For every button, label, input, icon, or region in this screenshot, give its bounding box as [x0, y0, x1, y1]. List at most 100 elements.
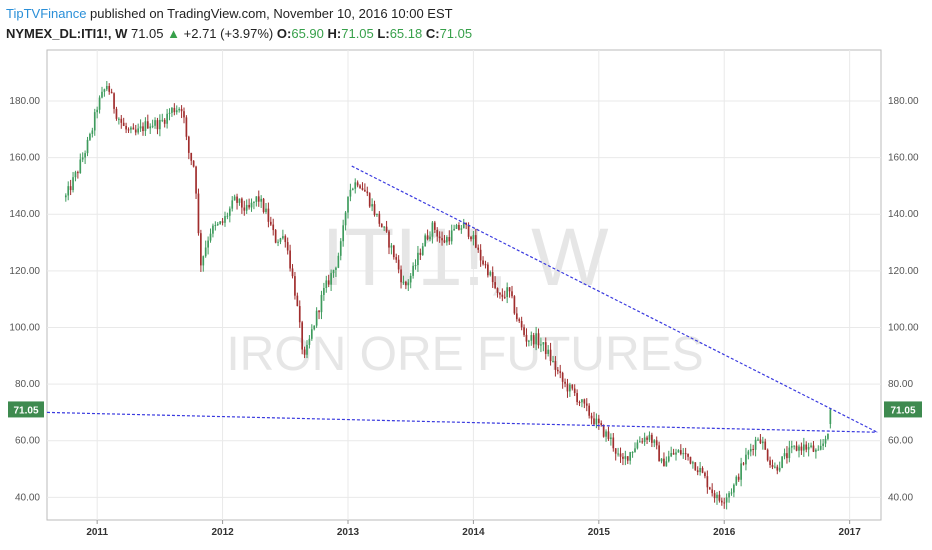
right-price-tag	[884, 401, 922, 418]
last-price: 71.05	[130, 26, 164, 41]
publisher-name[interactable]: TipTVFinance	[6, 6, 87, 21]
candle-body	[142, 126, 144, 132]
candle-body	[161, 119, 164, 121]
candle-body	[602, 424, 605, 437]
candle-body	[605, 431, 607, 437]
candle-body	[537, 333, 540, 346]
candle-body	[774, 466, 776, 468]
candle-body	[571, 384, 574, 389]
candle-body	[790, 446, 793, 448]
candle-body	[663, 458, 665, 467]
candle-body	[233, 196, 236, 201]
candle-body	[397, 259, 400, 270]
candle-body	[805, 444, 808, 450]
candle-body	[385, 226, 388, 232]
candle-body	[786, 453, 788, 459]
candle-body	[535, 333, 537, 345]
candle-body	[134, 129, 137, 133]
candle-body	[183, 111, 185, 118]
candle-body	[549, 349, 552, 362]
low-label: L:	[377, 26, 390, 41]
candle-body	[470, 236, 472, 240]
candle-body	[552, 361, 554, 363]
price-tags: 71.05 71.05	[8, 401, 922, 418]
candle-body	[540, 344, 542, 346]
candle-body	[159, 119, 161, 130]
candle-body	[175, 110, 178, 113]
x-tick-label: 2015	[588, 527, 611, 538]
candle-body	[764, 441, 767, 450]
candle-body	[395, 257, 398, 260]
candle-body	[318, 310, 320, 313]
symbol-label: NYMEX_DL:ITI1!, W	[6, 26, 128, 41]
candle-body	[578, 402, 581, 404]
candle-body	[544, 342, 547, 354]
candle-body	[648, 434, 651, 440]
candle-body	[583, 399, 586, 404]
candle-body	[120, 118, 123, 123]
candle-body	[761, 441, 764, 444]
grid	[47, 50, 881, 520]
candle-body	[154, 120, 156, 126]
candle-body	[506, 287, 509, 298]
candle-body	[236, 196, 238, 203]
candle-body	[759, 439, 762, 444]
candle-body	[708, 487, 711, 490]
candle-body	[735, 476, 738, 485]
candle-body	[520, 320, 523, 328]
candle-body	[269, 221, 272, 225]
candle-body	[426, 235, 429, 240]
candle-body	[600, 423, 603, 425]
candle-body	[812, 445, 815, 452]
candle-body	[810, 445, 812, 447]
candle-body	[127, 129, 130, 131]
candle-body	[684, 453, 687, 455]
candle-body	[817, 449, 820, 451]
candle-body	[554, 361, 557, 370]
candle-body	[453, 228, 455, 231]
candle-body	[728, 493, 730, 498]
candle-body	[783, 453, 786, 457]
candle-body	[310, 329, 313, 339]
y-tick-right: 100.00	[888, 322, 919, 333]
candle-body	[530, 335, 533, 341]
candle-body	[477, 247, 480, 250]
trendlines[interactable]	[46, 165, 878, 433]
candle-body	[417, 252, 419, 266]
candle-body	[207, 240, 209, 248]
candle-body	[101, 91, 103, 98]
candle-body	[132, 127, 135, 130]
candle-body	[824, 438, 827, 444]
candle-body	[402, 281, 405, 283]
candle-body	[675, 452, 677, 455]
candle-body	[679, 450, 682, 455]
y-tick-right: 160.00	[888, 153, 919, 164]
candle-body	[204, 247, 207, 257]
candle-body	[279, 238, 282, 242]
candle-body	[778, 467, 781, 471]
candle-body	[171, 107, 173, 113]
candle-body	[776, 466, 779, 471]
candle-body	[409, 275, 412, 283]
candle-body	[822, 443, 824, 446]
candle-body	[86, 139, 89, 154]
y-tick-left: 160.00	[9, 153, 40, 164]
candle-body	[361, 188, 364, 190]
x-tick-label: 2014	[462, 527, 485, 538]
candle-body	[166, 113, 168, 124]
candle-body	[564, 381, 566, 384]
candle-body	[573, 388, 576, 394]
candle-body	[742, 463, 745, 465]
open-value: 65.90	[291, 26, 324, 41]
candle-body	[626, 456, 629, 461]
candle-body	[267, 208, 270, 222]
candle-body	[660, 458, 663, 462]
candle-body	[308, 338, 311, 345]
candle-body	[315, 310, 318, 326]
candle-body	[766, 449, 769, 461]
candle-body	[559, 371, 562, 373]
candle-body	[455, 224, 458, 229]
candle-body	[446, 237, 448, 243]
candle-body	[330, 273, 332, 285]
